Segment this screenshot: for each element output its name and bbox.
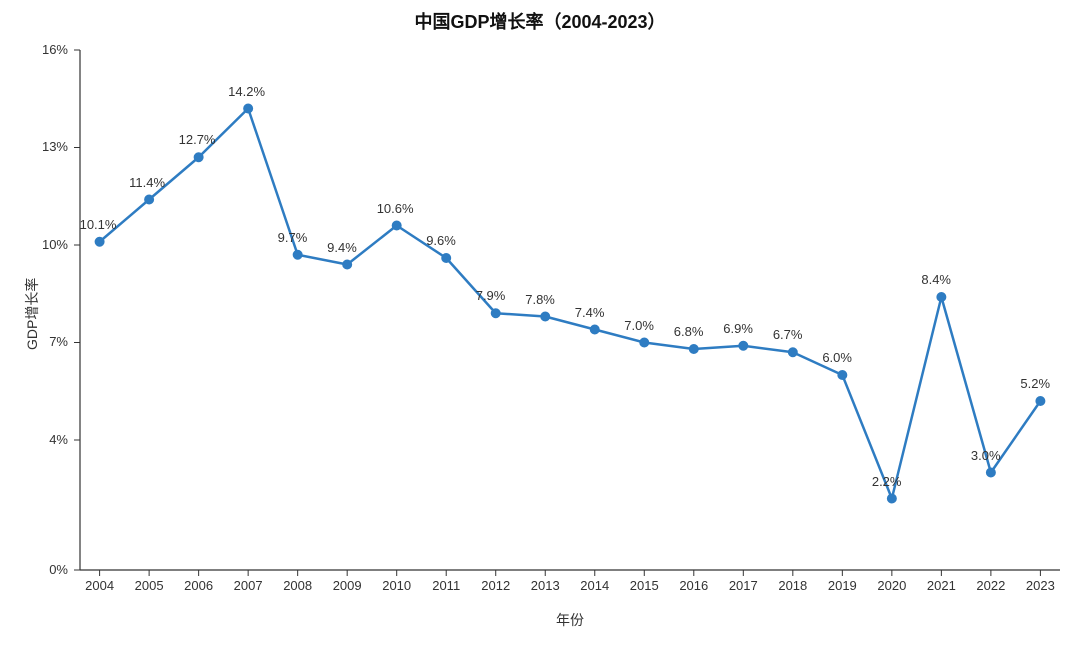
data-point-label: 10.6% bbox=[377, 201, 414, 216]
x-tick-label: 2013 bbox=[520, 578, 570, 593]
x-tick-label: 2009 bbox=[322, 578, 372, 593]
data-point-label: 11.4% bbox=[129, 175, 165, 190]
data-point-label: 9.6% bbox=[426, 233, 456, 248]
data-point-label: 7.9% bbox=[476, 288, 506, 303]
x-tick-label: 2015 bbox=[619, 578, 669, 593]
x-tick-label: 2014 bbox=[570, 578, 620, 593]
data-point-label: 10.1% bbox=[80, 217, 117, 232]
data-point-label: 6.9% bbox=[723, 321, 753, 336]
y-tick-label: 0% bbox=[28, 562, 68, 577]
data-point-label: 2.2% bbox=[872, 474, 902, 489]
x-tick-label: 2008 bbox=[273, 578, 323, 593]
data-point-label: 8.4% bbox=[921, 272, 951, 287]
x-tick-label: 2010 bbox=[372, 578, 422, 593]
data-point-label: 6.0% bbox=[822, 350, 852, 365]
x-tick-label: 2005 bbox=[124, 578, 174, 593]
y-tick-label: 10% bbox=[28, 237, 68, 252]
x-axis-label: 年份 bbox=[540, 610, 600, 630]
data-point-label: 9.7% bbox=[278, 230, 308, 245]
x-tick-label: 2023 bbox=[1015, 578, 1065, 593]
x-tick-label: 2016 bbox=[669, 578, 719, 593]
x-tick-label: 2004 bbox=[75, 578, 125, 593]
x-tick-label: 2007 bbox=[223, 578, 273, 593]
data-point-label: 9.4% bbox=[327, 240, 357, 255]
y-tick-label: 16% bbox=[28, 42, 68, 57]
data-point-label: 7.4% bbox=[575, 305, 605, 320]
x-tick-label: 2022 bbox=[966, 578, 1016, 593]
x-tick-label: 2006 bbox=[174, 578, 224, 593]
data-point-label: 14.2% bbox=[228, 84, 265, 99]
x-tick-label: 2018 bbox=[768, 578, 818, 593]
x-tick-label: 2012 bbox=[471, 578, 521, 593]
x-tick-label: 2021 bbox=[916, 578, 966, 593]
data-point-label: 7.0% bbox=[624, 318, 654, 333]
x-tick-label: 2019 bbox=[817, 578, 867, 593]
chart-container: 中国GDP增长率（2004-2023） 0%4%7%10%13%16%20042… bbox=[0, 0, 1080, 657]
data-point-label: 7.8% bbox=[525, 292, 555, 307]
data-point-label: 6.8% bbox=[674, 324, 704, 339]
data-point-label: 6.7% bbox=[773, 327, 803, 342]
y-axis-label: GDP增长率 bbox=[22, 278, 42, 350]
x-tick-label: 2020 bbox=[867, 578, 917, 593]
data-point-label: 5.2% bbox=[1020, 376, 1050, 391]
data-point-label: 12.7% bbox=[179, 132, 216, 147]
data-point-label: 3.0% bbox=[971, 448, 1001, 463]
line-chart-svg bbox=[0, 0, 1080, 657]
y-tick-label: 4% bbox=[28, 432, 68, 447]
x-tick-label: 2017 bbox=[718, 578, 768, 593]
x-tick-label: 2011 bbox=[421, 578, 471, 593]
y-tick-label: 13% bbox=[28, 139, 68, 154]
